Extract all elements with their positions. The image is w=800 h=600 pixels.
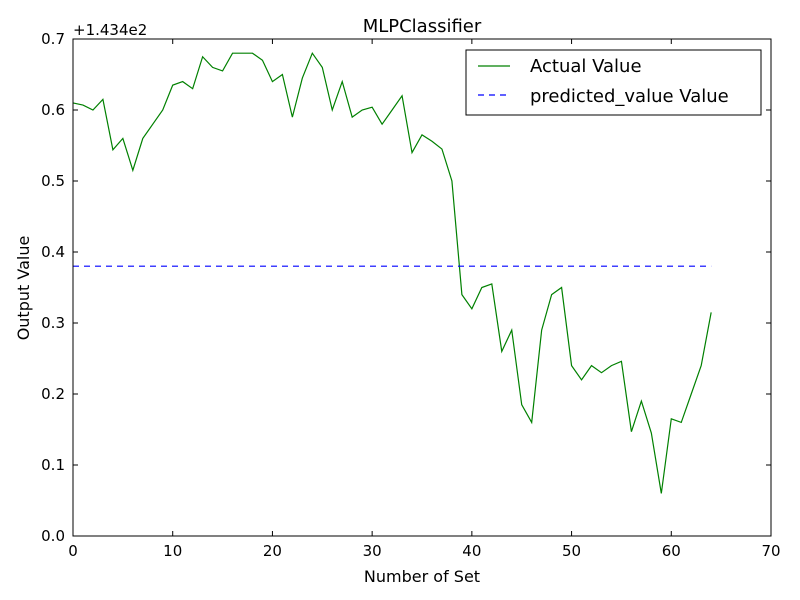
legend: Actual Value predicted_value Value bbox=[465, 49, 762, 116]
x-tick-label: 50 bbox=[562, 542, 581, 560]
y-tick-label: 0.7 bbox=[41, 30, 65, 48]
y-tick-label: 0.2 bbox=[41, 385, 65, 403]
y-tick-label: 0.0 bbox=[41, 527, 65, 545]
x-tick-label: 60 bbox=[662, 542, 681, 560]
legend-label-actual: Actual Value bbox=[530, 56, 642, 77]
x-axis: 0 10 20 30 40 50 60 70 bbox=[68, 39, 781, 560]
y-tick-label: 0.6 bbox=[41, 101, 65, 119]
x-axis-label: Number of Set bbox=[364, 567, 480, 586]
plot-frame bbox=[72, 38, 772, 537]
y-tick-label: 0.4 bbox=[41, 243, 65, 261]
x-tick-label: 10 bbox=[163, 542, 182, 560]
series-line-actual bbox=[72, 51, 712, 494]
chart-title: MLPClassifier bbox=[363, 16, 482, 37]
plot-content bbox=[72, 51, 712, 494]
x-tick-label: 70 bbox=[761, 542, 780, 560]
y-offset-text: +1.434e2 bbox=[73, 21, 147, 39]
x-tick-label: 20 bbox=[263, 542, 282, 560]
x-tick-label: 0 bbox=[68, 542, 78, 560]
y-tick-label: 0.1 bbox=[41, 456, 65, 474]
y-tick-label: 0.3 bbox=[41, 314, 65, 332]
x-tick-label: 40 bbox=[462, 542, 481, 560]
y-tick-label: 0.5 bbox=[41, 172, 65, 190]
x-tick-label: 30 bbox=[363, 542, 382, 560]
legend-label-predicted: predicted_value Value bbox=[530, 86, 729, 107]
legend-box bbox=[465, 49, 762, 116]
y-axis: 0.0 0.1 0.2 0.3 0.4 0.5 0.6 0.7 bbox=[41, 30, 771, 545]
y-axis-label: Output Value bbox=[14, 236, 33, 341]
